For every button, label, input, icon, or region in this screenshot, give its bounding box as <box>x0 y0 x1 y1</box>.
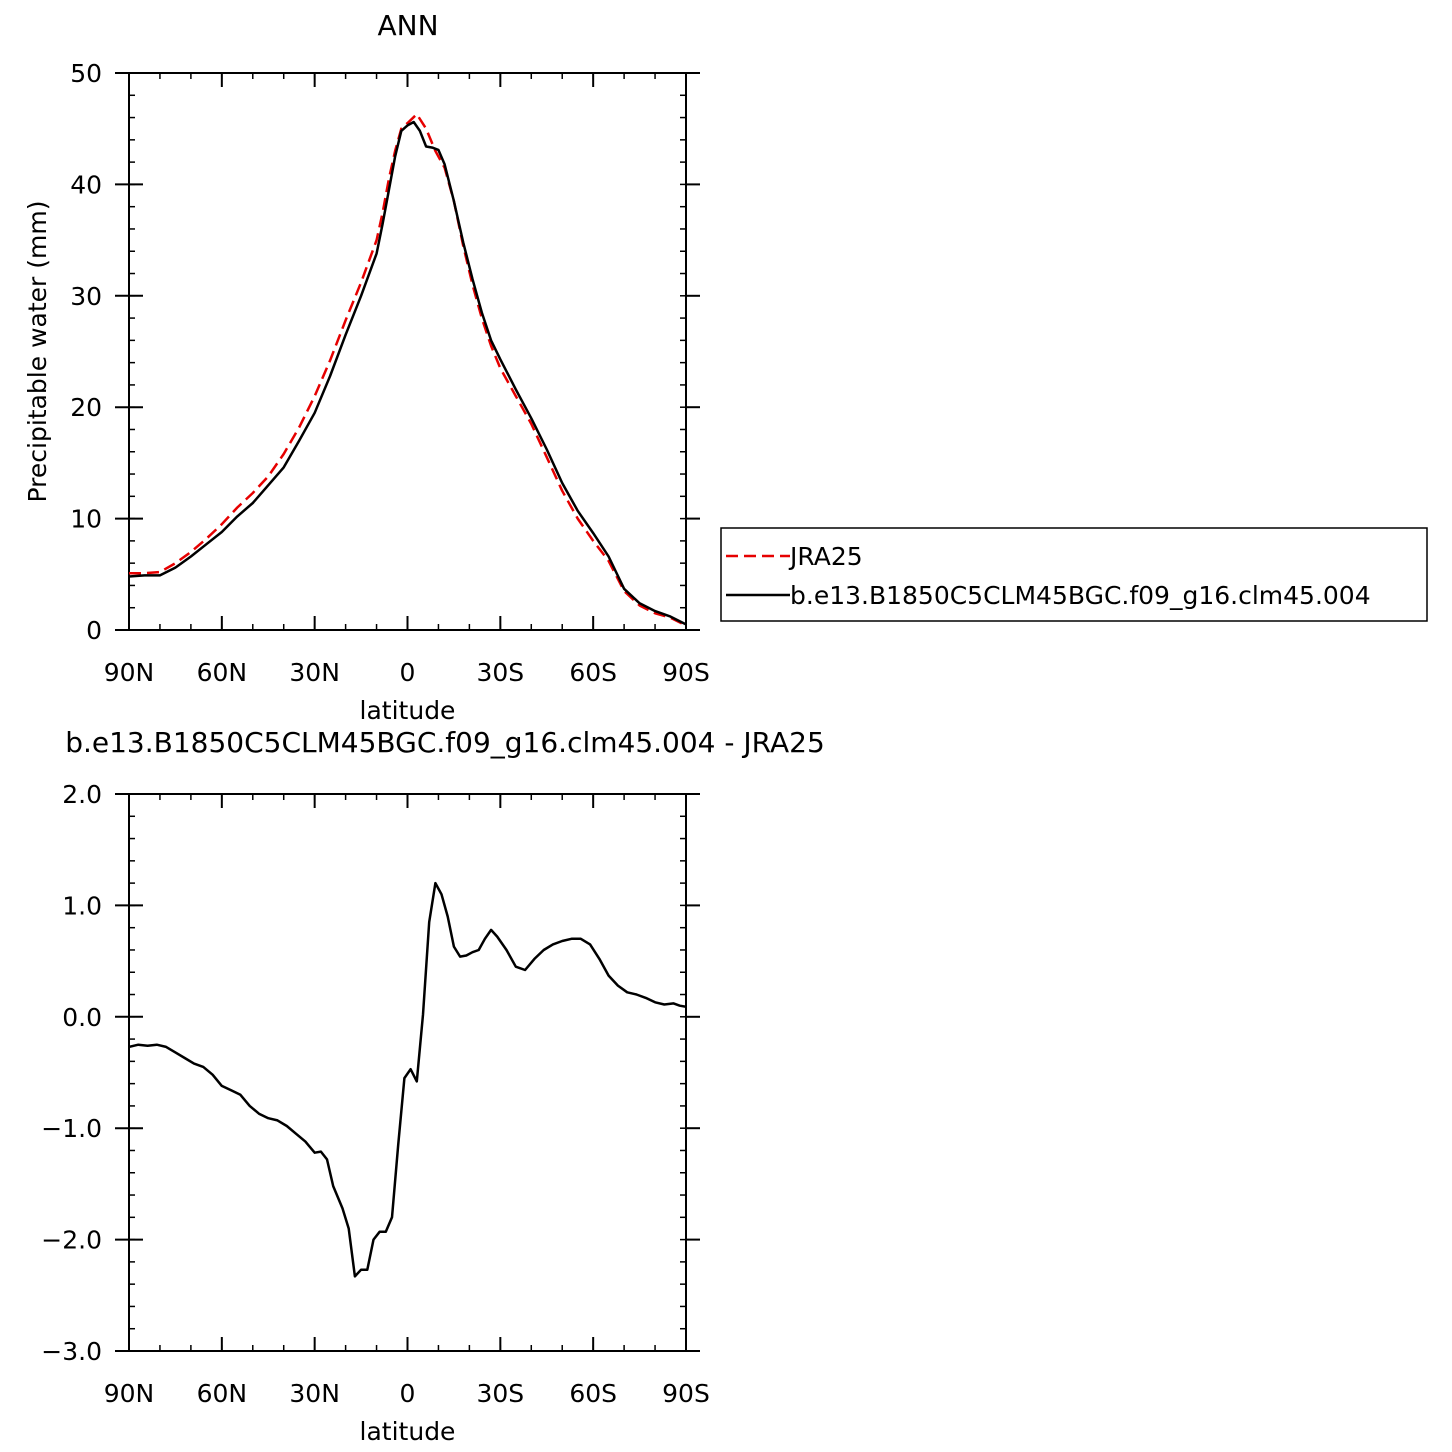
y-axis-label: Precipitable water (mm) <box>23 201 52 503</box>
x-axis-label: latitude <box>360 696 456 725</box>
y-tick-label: 20 <box>70 393 102 422</box>
x-tick-label: 90S <box>662 1379 710 1408</box>
legend-label-0: JRA25 <box>788 542 863 571</box>
x-tick-label: 0 <box>400 658 416 687</box>
x-tick-label: 90N <box>104 1379 155 1408</box>
y-tick-label: −3.0 <box>41 1337 102 1366</box>
series-line-1 <box>129 120 686 626</box>
x-tick-label: 0 <box>400 1379 416 1408</box>
x-tick-label: 30N <box>289 1379 340 1408</box>
y-tick-label: 10 <box>70 505 102 534</box>
y-tick-label: 0 <box>86 616 102 645</box>
series-line-0 <box>129 112 686 627</box>
y-tick-label: 1.0 <box>62 891 102 920</box>
x-axis-label: latitude <box>360 1417 456 1446</box>
x-tick-label: 60N <box>197 658 248 687</box>
y-tick-label: −2.0 <box>41 1226 102 1255</box>
y-tick-label: −1.0 <box>41 1114 102 1143</box>
y-tick-label: 0.0 <box>62 1003 102 1032</box>
y-axis-label: Precipitable water (mm) <box>23 922 52 1224</box>
chart-title: ANN <box>377 9 438 42</box>
legend-label-1: b.e13.B1850C5CLM45BGC.f09_g16.clm45.004 <box>790 581 1371 610</box>
chart-title: b.e13.B1850C5CLM45BGC.f09_g16.clm45.004 … <box>65 726 825 759</box>
series-line-0 <box>129 881 686 1278</box>
y-tick-label: 2.0 <box>62 780 102 809</box>
x-tick-label: 30N <box>289 658 340 687</box>
x-tick-label: 60S <box>569 658 617 687</box>
x-tick-label: 30S <box>476 1379 524 1408</box>
x-tick-label: 30S <box>476 658 524 687</box>
x-tick-label: 90S <box>662 658 710 687</box>
y-tick-label: 50 <box>70 59 102 88</box>
x-tick-label: 60S <box>569 1379 617 1408</box>
x-tick-label: 90N <box>104 658 155 687</box>
legend-box <box>720 527 1428 622</box>
bottom-panel-difference: 90N 60N 30N 0 30S 60S 90S −3.0 −2.0 −1.0 0.0 1.0 2.0… <box>23 726 825 1446</box>
top-panel-precipitable-water: 90N 60N 30N 0 30S 60S 90S 0 10 20 30 40 50 ANN latitud… <box>23 9 710 725</box>
x-tick-label: 60N <box>197 1379 248 1408</box>
legend: JRA25 b.e13.B1850C5CLM45BGC.f09_g16.clm45… <box>720 527 1428 622</box>
y-tick-label: 30 <box>70 282 102 311</box>
y-tick-label: 40 <box>70 170 102 199</box>
